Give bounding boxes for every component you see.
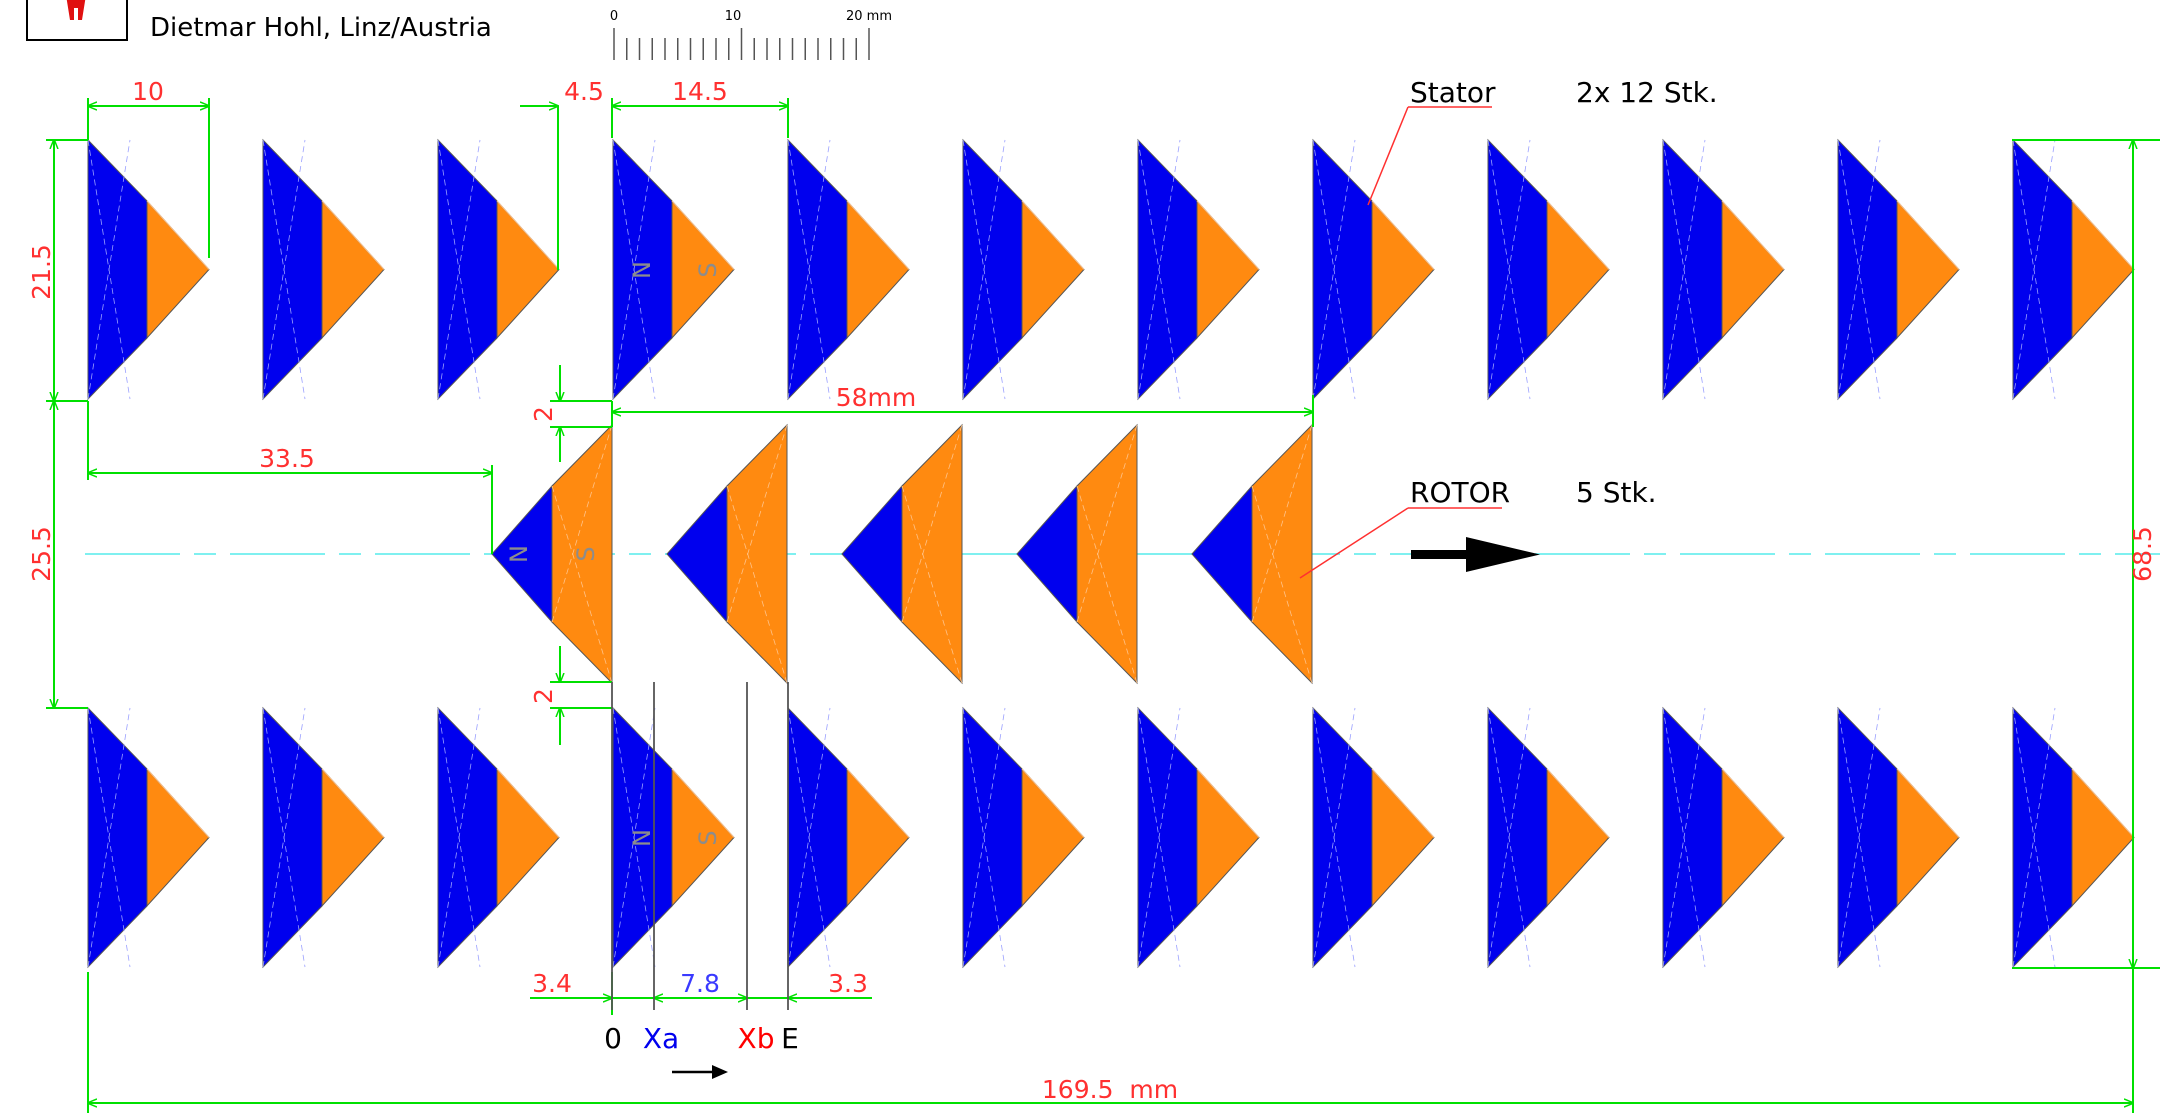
stator-magnet-bottom-12	[2012, 706, 2135, 969]
stator-bottom-row	[87, 706, 2135, 969]
stator-magnet-bottom-10	[1662, 706, 1785, 969]
author-label: Dietmar Hohl, Linz/Austria	[150, 13, 492, 43]
dim-10: 10	[132, 77, 164, 106]
pole-s-rotor: S	[572, 546, 600, 561]
stator-magnet-bottom-4	[612, 706, 735, 969]
rotor-label: ROTOR	[1410, 476, 1510, 509]
rotor-count: 5 Stk.	[1576, 476, 1657, 509]
stator-magnet-bottom-9	[1487, 706, 1610, 969]
pole-s-top: S	[694, 262, 722, 277]
stator-magnet-top-6	[962, 138, 1085, 401]
pole-s-bottom: S	[694, 830, 722, 845]
stator-magnet-bottom-5	[787, 706, 910, 969]
position-end: E	[781, 1022, 799, 1055]
stator-magnet-top-7	[1137, 138, 1260, 401]
stator-magnet-bottom-2	[262, 706, 385, 969]
stator-magnet-top-3	[437, 138, 560, 401]
stator-magnet-top-4	[612, 138, 735, 401]
position-xa: Xa	[643, 1022, 679, 1055]
stator-top-row	[87, 138, 2135, 401]
stator-magnet-top-5	[787, 138, 910, 401]
measure-position-lines	[611, 682, 789, 1010]
rotor-row	[491, 423, 1313, 685]
dim-4-5: 4.5	[564, 77, 604, 106]
direction-arrow-small	[672, 1065, 728, 1079]
rotor-magnet-5	[1191, 423, 1313, 685]
stator-magnet-bottom-1	[87, 706, 210, 969]
stator-magnet-bottom-8	[1312, 706, 1435, 969]
scale-bar	[613, 28, 870, 60]
pole-n-rotor: N	[505, 545, 533, 563]
rotor-direction-arrow	[1411, 537, 1540, 572]
dim-2-bottom: 2	[529, 688, 558, 704]
stator-magnet-top-8	[1312, 138, 1435, 401]
dim-7-8: 7.8	[680, 969, 720, 998]
position-xb: Xb	[738, 1022, 775, 1055]
stator-magnet-top-10	[1662, 138, 1785, 401]
stator-magnet-top-9	[1487, 138, 1610, 401]
dim-33-5: 33.5	[259, 444, 315, 473]
stator-magnet-top-1	[87, 138, 210, 401]
stator-magnet-top-11	[1837, 138, 1960, 401]
company-logo	[26, 0, 128, 41]
stator-magnet-top-2	[262, 138, 385, 401]
dim-2-top: 2	[529, 406, 558, 422]
dim-68-5: 68.5	[2128, 526, 2157, 582]
pole-n-top: N	[628, 261, 656, 279]
position-zero: 0	[604, 1022, 622, 1055]
stator-magnet-top-12	[2012, 138, 2135, 401]
stator-count: 2x 12 Stk.	[1576, 76, 1718, 109]
scale-tick-0: 0	[610, 9, 618, 24]
dim-total-169-5: 169.5 mm	[1042, 1075, 1178, 1104]
stator-magnet-bottom-11	[1837, 706, 1960, 969]
dim-14-5: 14.5	[672, 77, 728, 106]
rotor-magnet-3	[841, 423, 963, 685]
dim-25-5: 25.5	[27, 526, 56, 582]
dim-58mm: 58mm	[836, 383, 917, 412]
rotor-magnet-4	[1016, 423, 1138, 685]
dim-3-3: 3.3	[828, 969, 868, 998]
rotor-magnet-1	[491, 423, 613, 685]
rotor-magnet-2	[666, 423, 788, 685]
stator-leader	[1367, 106, 1409, 206]
stator-magnet-bottom-7	[1137, 706, 1260, 969]
stator-magnet-bottom-3	[437, 706, 560, 969]
rotor-leader	[1299, 507, 1409, 579]
dim-3-4: 3.4	[532, 969, 572, 998]
scale-tick-20: 20 mm	[846, 9, 892, 24]
stator-magnet-bottom-6	[962, 706, 1085, 969]
scale-tick-10: 10	[725, 9, 742, 24]
dim-21-5: 21.5	[27, 244, 56, 300]
pole-n-bottom: N	[628, 829, 656, 847]
stator-label: Stator	[1410, 76, 1496, 109]
